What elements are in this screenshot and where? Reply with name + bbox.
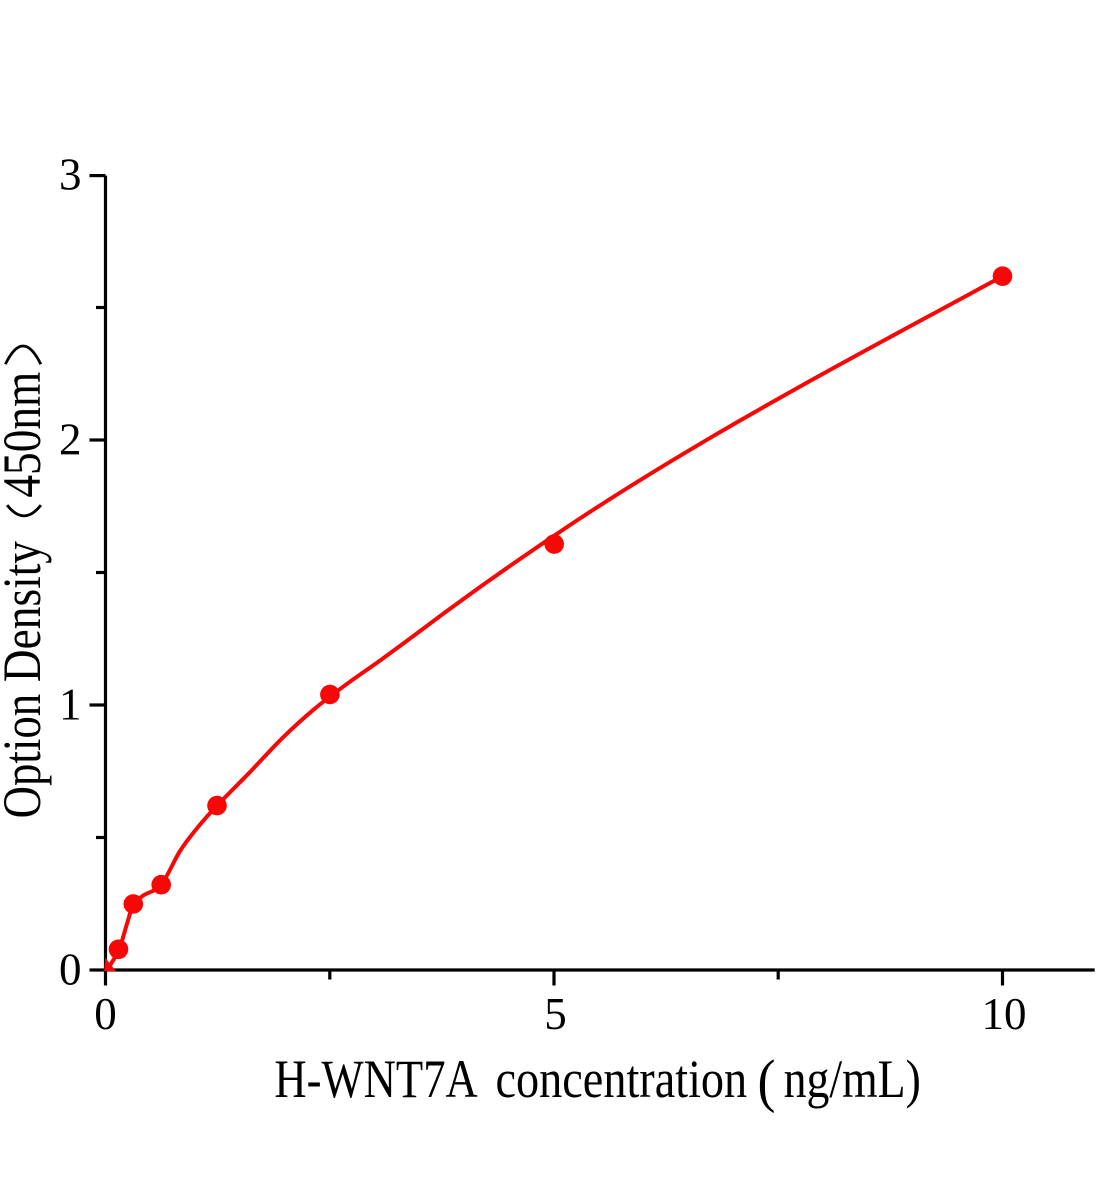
svg-text:ng/mL): ng/mL) [784, 1048, 921, 1108]
svg-text:450nm: 450nm [0, 372, 52, 498]
svg-text:3: 3 [59, 149, 82, 199]
svg-text:Density: Density [0, 541, 52, 682]
svg-text:0: 0 [94, 989, 117, 1039]
svg-text:0: 0 [59, 945, 82, 995]
svg-text:1: 1 [59, 680, 82, 730]
svg-text:concentration: concentration [496, 1049, 748, 1109]
svg-text:2: 2 [59, 415, 82, 465]
svg-text:(: ( [758, 1048, 776, 1114]
svg-text:10: 10 [982, 989, 1027, 1039]
svg-text:Option: Option [0, 694, 52, 819]
svg-text:5: 5 [544, 989, 567, 1039]
svg-text:H-WNT7A: H-WNT7A [274, 1049, 478, 1109]
